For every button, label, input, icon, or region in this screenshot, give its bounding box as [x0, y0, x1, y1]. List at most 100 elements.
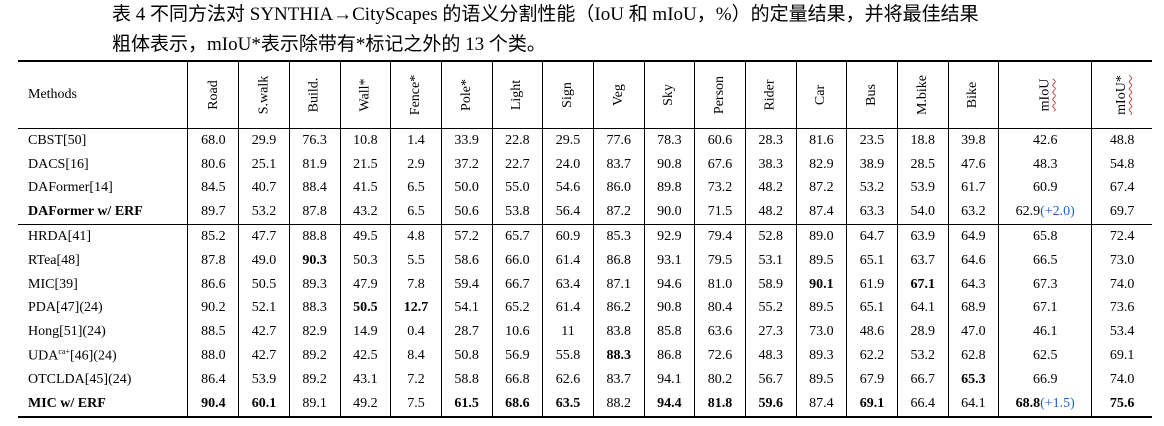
cell-value: 63.5 — [555, 395, 581, 411]
caption-line-1: 表 4 不同方法对 SYNTHIA→CityScapes 的语义分割性能（IoU… — [112, 4, 979, 25]
method-name-cell: DACS[16] — [18, 152, 189, 177]
cell-value: 90.2 — [201, 300, 226, 316]
cell-value: 62.9 — [1015, 204, 1041, 220]
value-cell: 83.8 — [592, 320, 645, 345]
cell-value: 58.9 — [758, 276, 783, 292]
value-cell: 66.5 — [998, 248, 1093, 273]
cell-value: 90.8 — [657, 156, 682, 172]
cell-value: 12.7 — [403, 300, 429, 316]
value-cell: 66.8 — [491, 367, 544, 392]
value-cell: 10.8 — [339, 128, 392, 153]
cell-value: 66.7 — [910, 371, 935, 387]
method-superscript: ca+ — [58, 347, 70, 357]
value-cell: 48.6 — [846, 320, 898, 345]
method-name: UDA — [28, 348, 59, 364]
value-cell: 39.8 — [947, 128, 1000, 153]
value-cell: 89.0 — [795, 224, 848, 249]
cell-value: 90.1 — [809, 276, 834, 292]
method-name: RTea[48] — [28, 252, 80, 268]
cell-value: 92.9 — [657, 229, 682, 245]
value-cell: 87.8 — [187, 248, 240, 273]
value-cell: 62.5 — [998, 344, 1093, 368]
cell-value: 52.8 — [758, 229, 783, 245]
column-header-label: Veg — [610, 84, 626, 106]
value-cell: 23.5 — [846, 128, 898, 153]
cell-value: 59.6 — [758, 395, 783, 411]
cell-value: 88.4 — [302, 180, 327, 196]
cell-value: 90.3 — [302, 252, 327, 268]
value-cell: 55.8 — [542, 344, 594, 368]
cell-value: 10.8 — [353, 132, 378, 148]
value-cell: 27.3 — [744, 320, 797, 345]
value-cell: 7.2 — [390, 367, 442, 392]
cell-value: 89.0 — [809, 229, 834, 245]
cell-value: 79.4 — [707, 229, 733, 245]
cell-value: 61.9 — [859, 276, 885, 292]
value-cell: 72.4 — [1091, 224, 1152, 249]
value-cell: 65.1 — [846, 296, 898, 321]
column-header: mIoU* — [1091, 60, 1152, 129]
cell-value: 67.3 — [1032, 276, 1058, 292]
method-name-cell: RTea[48] — [18, 248, 189, 273]
value-cell: 53.9 — [896, 176, 949, 201]
value-cell: 89.1 — [288, 391, 341, 418]
value-cell: 84.5 — [187, 176, 240, 201]
cell-value: 72.6 — [707, 348, 733, 364]
value-cell: 66.4 — [896, 391, 949, 418]
value-cell: 85.3 — [592, 224, 645, 249]
value-cell: 4.8 — [390, 224, 442, 249]
cell-value: 47.9 — [353, 276, 378, 292]
cell-value: 49.5 — [353, 229, 378, 245]
method-name-cell: MIC w/ ERF — [18, 391, 189, 418]
value-cell: 67.9 — [846, 367, 898, 392]
cell-value: 42.5 — [353, 348, 378, 364]
cell-value: 89.3 — [302, 276, 327, 292]
cell-value: 81.0 — [707, 276, 733, 292]
value-cell: 22.8 — [491, 128, 544, 153]
column-header-label: S.walk — [255, 75, 271, 115]
column-header-label: Person — [712, 75, 728, 115]
value-cell: 55.2 — [744, 296, 797, 321]
cell-value: 60.6 — [707, 132, 733, 148]
cell-value: 82.9 — [809, 156, 834, 172]
value-cell: 83.7 — [592, 152, 645, 177]
value-cell: 8.4 — [390, 344, 442, 368]
column-header: Light — [491, 60, 544, 129]
table-row: PDA[47](24) 90.2 52.1 88.3 50.5 12.7 54.1 65.2 6… — [18, 296, 1152, 321]
value-cell: 94.4 — [643, 391, 696, 418]
method-name: DAFormer[14] — [28, 180, 113, 196]
cell-value: 0.4 — [407, 324, 425, 340]
cell-value: 66.7 — [505, 276, 530, 292]
value-cell: 59.4 — [440, 272, 493, 297]
cell-value: 66.5 — [1032, 252, 1058, 268]
cell-value: 11 — [561, 324, 575, 340]
value-cell: 68.9 — [947, 296, 1000, 321]
cell-value: 21.5 — [353, 156, 378, 172]
value-cell: 18.8 — [896, 128, 949, 153]
column-header-label: Light — [509, 79, 525, 111]
value-cell: 73.6 — [1091, 296, 1152, 321]
value-cell: 89.5 — [795, 296, 848, 321]
value-cell: 61.4 — [542, 248, 594, 273]
value-cell: 90.1 — [795, 272, 848, 297]
cell-value: 81.6 — [809, 132, 834, 148]
cell-value: 38.3 — [758, 156, 783, 172]
value-cell: 89.3 — [288, 272, 341, 297]
value-cell: 50.8 — [440, 344, 493, 368]
column-header-label: Build. — [306, 77, 322, 113]
value-cell: 43.1 — [339, 367, 392, 392]
cell-value: 65.3 — [961, 371, 986, 387]
value-cell: 63.4 — [542, 272, 594, 297]
cell-value: 53.1 — [758, 252, 783, 268]
cell-value: 64.1 — [961, 395, 986, 411]
value-cell: 81.6 — [795, 128, 848, 153]
column-header-label: Bike — [965, 81, 981, 109]
value-cell: 53.8 — [491, 200, 544, 225]
value-cell: 53.9 — [238, 367, 290, 392]
cell-value: 40.7 — [251, 180, 277, 196]
column-header: S.walk — [238, 60, 290, 129]
value-cell: 62.8 — [947, 344, 1000, 368]
value-cell: 46.1 — [998, 320, 1093, 345]
cell-value: 48.3 — [1032, 156, 1058, 172]
cell-value: 93.1 — [657, 252, 682, 268]
